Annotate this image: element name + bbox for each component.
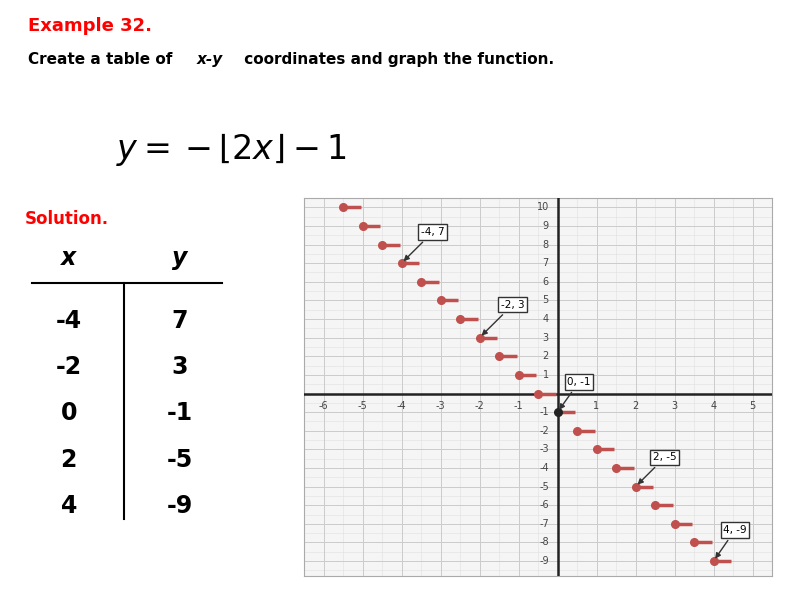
Text: 5: 5 [542, 295, 549, 305]
Text: 8: 8 [542, 239, 549, 250]
Text: 0, -1: 0, -1 [560, 377, 590, 409]
Text: -4: -4 [539, 463, 549, 473]
Text: 2, -5: 2, -5 [638, 452, 677, 484]
Text: 4: 4 [542, 314, 549, 324]
Text: $y = -\lfloor 2x \rfloor - 1$: $y = -\lfloor 2x \rfloor - 1$ [116, 131, 346, 169]
Text: 3: 3 [171, 355, 188, 379]
Text: -4, 7: -4, 7 [405, 227, 445, 260]
Text: 5: 5 [750, 401, 756, 410]
Text: x-y: x-y [197, 52, 222, 67]
Text: 3: 3 [671, 401, 678, 410]
Text: -1: -1 [166, 401, 193, 425]
Text: 4: 4 [61, 494, 77, 518]
Text: -9: -9 [166, 494, 193, 518]
Text: 0: 0 [61, 401, 77, 425]
Text: 2: 2 [61, 448, 77, 472]
Text: -7: -7 [539, 519, 549, 529]
Text: -8: -8 [539, 538, 549, 547]
Text: 7: 7 [542, 258, 549, 268]
Text: 10: 10 [537, 202, 549, 212]
Text: -4: -4 [56, 309, 82, 333]
Text: 9: 9 [542, 221, 549, 231]
Text: -1: -1 [539, 407, 549, 417]
Text: -2: -2 [56, 355, 82, 379]
Text: -6: -6 [318, 401, 328, 410]
Text: 6: 6 [542, 277, 549, 287]
Text: Example 32.: Example 32. [27, 17, 151, 35]
Text: 2: 2 [542, 351, 549, 361]
Text: -9: -9 [539, 556, 549, 566]
Text: -5: -5 [166, 448, 193, 472]
Text: -6: -6 [539, 500, 549, 510]
Text: y: y [172, 245, 187, 269]
Text: -5: -5 [539, 482, 549, 491]
Text: 1: 1 [594, 401, 599, 410]
Text: Solution.: Solution. [24, 210, 109, 228]
Text: x: x [61, 245, 77, 269]
Text: -2: -2 [474, 401, 484, 410]
Text: -1: -1 [514, 401, 523, 410]
Text: -5: -5 [358, 401, 367, 410]
Text: 2: 2 [632, 401, 638, 410]
Text: 3: 3 [542, 332, 549, 343]
Text: -4: -4 [397, 401, 406, 410]
Text: -2: -2 [539, 426, 549, 436]
Text: coordinates and graph the function.: coordinates and graph the function. [238, 52, 554, 67]
Text: 7: 7 [171, 309, 188, 333]
Text: 4: 4 [710, 401, 717, 410]
Text: Create a table of: Create a table of [27, 52, 177, 67]
Text: 4, -9: 4, -9 [716, 525, 747, 557]
Text: -2, 3: -2, 3 [482, 300, 525, 335]
Text: 1: 1 [542, 370, 549, 380]
Text: -3: -3 [436, 401, 446, 410]
Text: -3: -3 [539, 445, 549, 454]
